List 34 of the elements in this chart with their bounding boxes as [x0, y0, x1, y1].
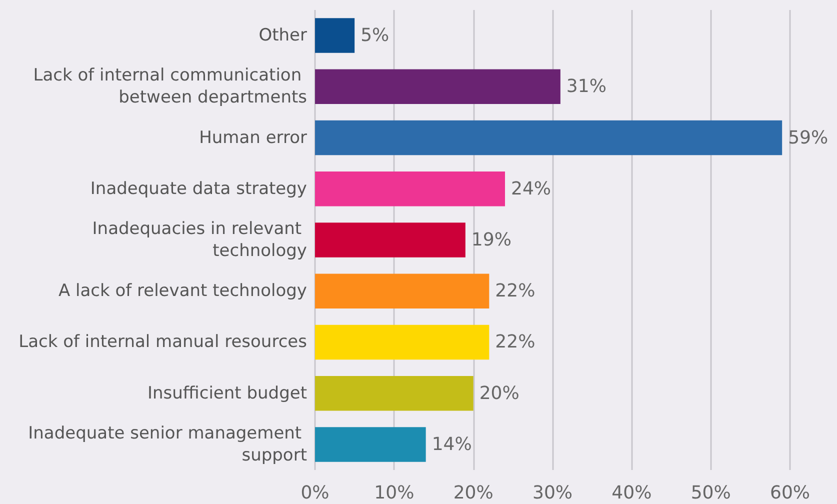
bar	[315, 69, 560, 104]
y-tick-label: Other	[258, 26, 307, 46]
data-label: 14%	[432, 434, 472, 455]
data-label: 24%	[511, 178, 552, 200]
x-tick-label: 30%	[532, 482, 573, 504]
bar	[315, 18, 355, 53]
bar	[315, 274, 490, 308]
x-tick-label: 10%	[374, 482, 414, 504]
data-label: 19%	[471, 230, 512, 250]
x-tick-label: 40%	[612, 482, 652, 504]
y-tick-label: A lack of relevant technology	[58, 281, 307, 302]
data-label: 31%	[566, 76, 606, 98]
y-tick-label: Inadequacies in relevant technology	[92, 219, 307, 261]
bar	[315, 427, 426, 462]
data-label: 59%	[788, 127, 828, 148]
y-tick-label: Lack of internal manual resources	[18, 332, 308, 352]
data-label: 22%	[495, 280, 536, 302]
x-tick-label: 20%	[453, 482, 494, 504]
y-tick-label: Human error	[199, 128, 308, 148]
bar	[315, 324, 490, 360]
x-tick-label: 60%	[770, 482, 810, 504]
data-label: 22%	[495, 332, 536, 353]
y-tick-label: Insufficient budget	[148, 383, 308, 404]
y-tick-label: Inadequate data strategy	[90, 178, 307, 199]
bar	[315, 222, 466, 258]
y-tick-label: Lack of internal communication between departments	[33, 66, 308, 108]
bar	[315, 376, 474, 411]
bar	[315, 172, 505, 206]
bar	[315, 120, 782, 156]
y-tick-label: Inadequate senior management support	[28, 423, 308, 466]
data-label: 20%	[479, 382, 520, 404]
x-tick-label: 50%	[690, 482, 731, 504]
data-label: 5%	[360, 25, 390, 46]
x-tick-label: 0%	[300, 482, 330, 504]
